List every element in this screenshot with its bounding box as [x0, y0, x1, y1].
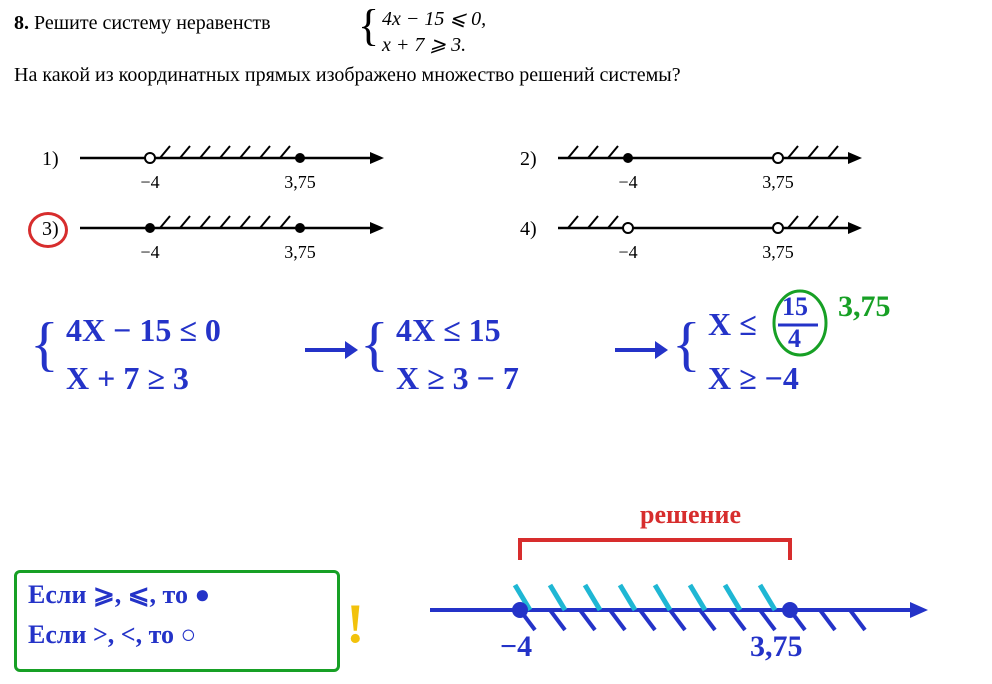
solution-word: решение [640, 500, 741, 530]
tick-left-4: −4 [618, 242, 637, 263]
number-line-4 [548, 208, 868, 258]
result-decimal: 3,75 [838, 290, 891, 324]
brace-step1: { [30, 310, 59, 379]
step3-line1-lhs: X ≤ [708, 306, 757, 343]
rule-line2: Если >, <, то ○ [28, 620, 196, 650]
tick-right-4: 3,75 [762, 242, 794, 263]
option-label-2: 2) [520, 148, 537, 171]
brace-step3: { [672, 310, 701, 379]
system-line1: 4x − 15 ⩽ 0, [382, 6, 486, 32]
arrow-2 [610, 335, 670, 365]
step1-line2: X + 7 ≥ 3 [66, 360, 189, 397]
correct-circle [28, 212, 68, 248]
problem-number: 8. [14, 12, 29, 34]
step1-line1: 4X − 15 ≤ 0 [66, 312, 221, 349]
step2-line1: 4X ≤ 15 [396, 312, 501, 349]
problem-question: На какой из координатных прямых изображе… [14, 62, 974, 88]
step3-line2: X ≥ −4 [708, 360, 799, 397]
tick-left-2: −4 [618, 172, 637, 193]
system-brace: { [358, 4, 379, 48]
number-line-1 [70, 138, 390, 188]
green-circle-frac [770, 288, 830, 358]
arrow-1 [300, 335, 360, 365]
axis-left-label: −4 [500, 630, 532, 664]
tick-right-3: 3,75 [284, 242, 316, 263]
system-line2: x + 7 ⩾ 3. [382, 32, 466, 58]
exclaim: ! [346, 592, 365, 656]
solution-number-line [420, 560, 940, 640]
tick-left-1: −4 [140, 172, 159, 193]
problem-prompt: Решите систему неравенств [34, 12, 271, 34]
tick-left-3: −4 [140, 242, 159, 263]
axis-right-label: 3,75 [750, 630, 803, 664]
number-line-3 [70, 208, 390, 258]
brace-step2: { [360, 310, 389, 379]
number-line-2 [548, 138, 868, 188]
tick-right-2: 3,75 [762, 172, 794, 193]
option-label-4: 4) [520, 218, 537, 241]
tick-right-1: 3,75 [284, 172, 316, 193]
rule-line1: Если ⩾, ⩽, то ● [28, 580, 210, 610]
option-label-1: 1) [42, 148, 59, 171]
step2-line2: X ≥ 3 − 7 [396, 360, 519, 397]
